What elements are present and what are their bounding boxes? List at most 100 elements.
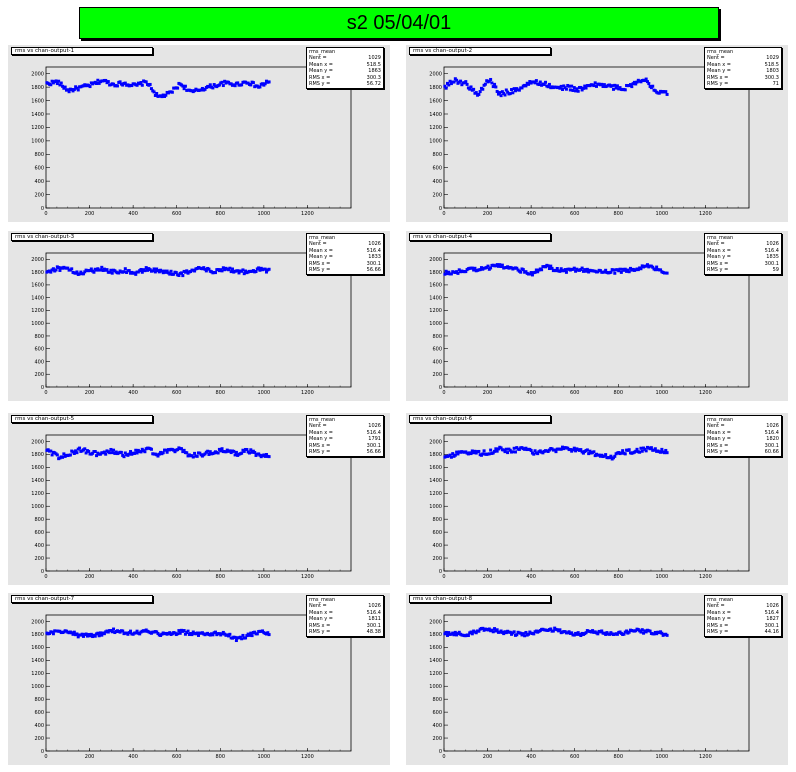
data-point <box>55 453 59 457</box>
data-point <box>466 634 470 638</box>
data-point <box>528 80 532 84</box>
data-point <box>57 79 61 83</box>
data-point <box>200 86 204 90</box>
data-point <box>54 268 58 272</box>
data-point <box>523 634 527 638</box>
y-tick-label: 1200 <box>31 308 44 314</box>
x-tick-label: 1200 <box>699 211 712 217</box>
data-point <box>185 451 189 455</box>
data-point <box>546 85 550 89</box>
y-tick-label: 1800 <box>429 632 442 638</box>
stats-value: 1026 <box>368 423 381 430</box>
data-point <box>546 264 550 268</box>
data-point <box>572 266 576 270</box>
x-tick-label: 800 <box>614 211 624 217</box>
data-point <box>132 451 136 455</box>
data-point <box>104 452 108 456</box>
data-point <box>645 263 649 267</box>
data-point <box>568 88 572 92</box>
x-tick-label: 400 <box>526 390 536 396</box>
stats-row: RMS x = 300.3 <box>309 75 381 81</box>
data-point <box>174 271 178 275</box>
data-point <box>112 627 116 631</box>
data-point <box>527 632 531 636</box>
data-point <box>496 264 500 268</box>
stats-row: Mean x = 518.5 <box>309 62 381 68</box>
y-tick-label: 0 <box>439 749 442 755</box>
stats-box: rms_mean Nent = 1026 Mean x = 516.4 Mean y = 1… <box>306 595 384 638</box>
y-tick-label: 1200 <box>429 671 442 677</box>
y-tick-label: 800 <box>432 517 442 523</box>
stats-box: rms_mean Nent = 1029 Mean x = 518.5 Mean y = 1… <box>306 47 384 90</box>
data-point <box>97 81 101 85</box>
data-point <box>630 85 634 89</box>
data-point <box>70 631 74 635</box>
data-point <box>611 268 615 272</box>
data-point <box>173 450 177 454</box>
stats-box: rms_mean Nent = 1026 Mean x = 516.4 Mean y = 1… <box>704 595 782 638</box>
data-point <box>562 84 566 88</box>
x-tick-label: 200 <box>85 390 95 396</box>
data-point <box>479 266 483 270</box>
stats-value: 518.5 <box>366 61 381 68</box>
data-point <box>481 452 485 456</box>
data-point <box>181 274 185 278</box>
y-tick-label: 1600 <box>429 283 442 289</box>
stats-label: RMS y = <box>309 267 331 274</box>
data-point <box>538 80 542 84</box>
data-point <box>75 632 79 636</box>
data-point <box>602 454 606 458</box>
data-point <box>233 453 237 457</box>
stats-value: 1811 <box>368 616 381 623</box>
data-point <box>165 450 169 454</box>
stats-label: RMS x = <box>309 442 331 449</box>
x-tick-label: 1000 <box>655 390 668 396</box>
stats-value: 48.38 <box>366 629 381 636</box>
data-point <box>664 90 668 94</box>
data-point <box>229 451 233 455</box>
y-tick-label: 600 <box>432 347 442 353</box>
y-tick-label: 600 <box>34 347 44 353</box>
x-tick-label: 0 <box>44 390 47 396</box>
stats-row: Mean y = 1863 <box>309 68 381 74</box>
data-point <box>242 272 246 276</box>
data-point <box>91 451 95 455</box>
data-point <box>122 455 126 459</box>
data-point <box>584 269 588 273</box>
plot-panel: 0 200 400 600 800 1000 1200 0 200 400 600 800 1000 12… <box>406 413 788 585</box>
stats-row: RMS y = 44.16 <box>707 629 779 635</box>
stats-row: RMS y = 60.66 <box>707 449 779 455</box>
data-point <box>613 271 617 275</box>
y-tick-label: 1000 <box>31 504 44 510</box>
stats-value: 300.1 <box>764 622 779 629</box>
data-point <box>477 629 481 633</box>
data-point <box>634 449 638 453</box>
data-point <box>182 629 186 633</box>
data-point <box>81 634 85 638</box>
x-tick-label: 1200 <box>301 211 314 217</box>
data-point <box>164 448 168 452</box>
stats-label: Mean y = <box>309 68 333 75</box>
data-point <box>558 628 562 632</box>
data-point <box>459 79 463 83</box>
stats-row: RMS y = 56.66 <box>309 449 381 455</box>
data-point <box>148 268 152 272</box>
stats-value: 1863 <box>368 68 381 75</box>
data-point <box>584 86 588 90</box>
data-point <box>600 629 604 633</box>
stats-label: RMS x = <box>707 260 729 267</box>
data-point <box>470 632 474 636</box>
stats-row: RMS y = 56.72 <box>309 81 381 87</box>
data-point <box>495 628 499 632</box>
data-point <box>233 84 237 88</box>
data-point <box>160 95 164 99</box>
stats-value: 1833 <box>368 254 381 261</box>
data-point <box>102 632 106 636</box>
data-point <box>508 92 512 96</box>
stats-value: 1827 <box>766 616 779 623</box>
x-tick-label: 400 <box>526 211 536 217</box>
data-point <box>622 632 626 636</box>
data-point <box>521 632 525 636</box>
stats-value: 1835 <box>766 254 779 261</box>
x-tick-label: 200 <box>483 211 493 217</box>
